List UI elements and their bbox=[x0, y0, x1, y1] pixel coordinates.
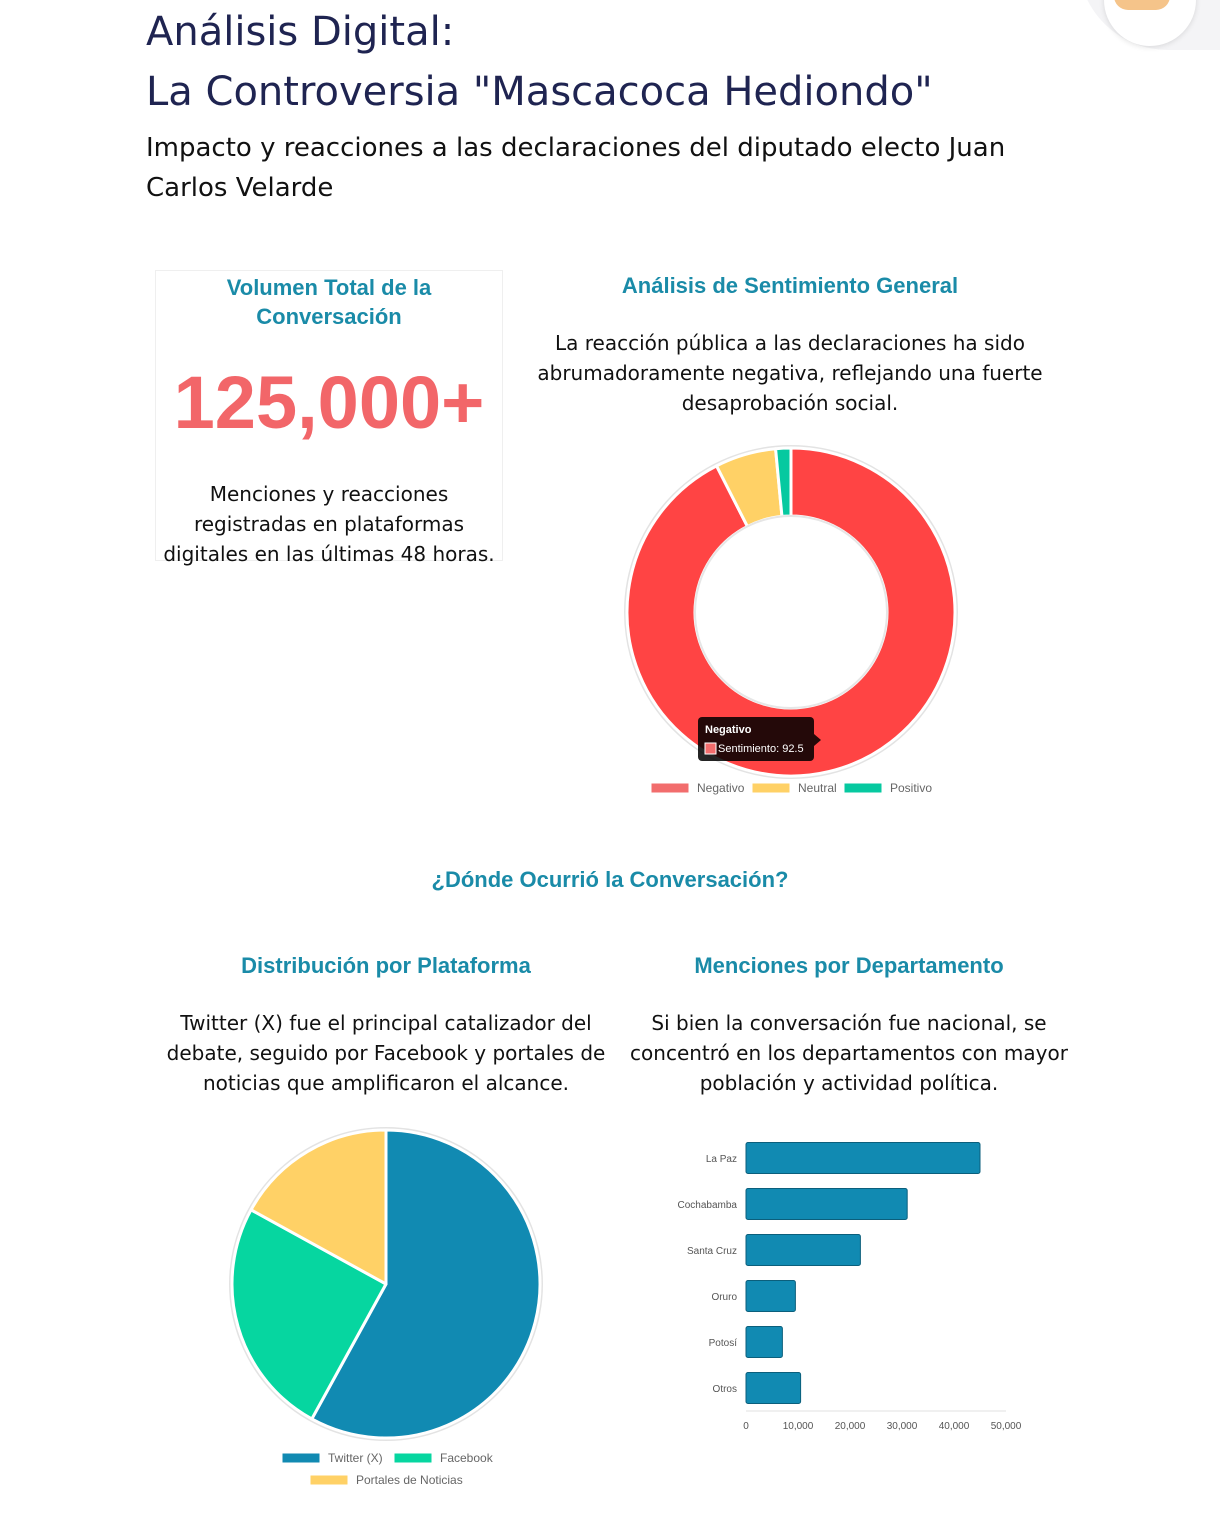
volume-number: 125,000+ bbox=[173, 361, 485, 444]
department-x-tick-2: 20,000 bbox=[835, 1421, 866, 1432]
sentiment-legend-label-neutral[interactable]: Neutral bbox=[798, 781, 837, 795]
sentiment-tooltip-swatch bbox=[704, 742, 717, 755]
department-y-tick-santa-cruz: Santa Cruz bbox=[687, 1246, 737, 1257]
department-bar-oruro[interactable] bbox=[745, 1280, 796, 1312]
sentiment-legend-swatch-positivo[interactable] bbox=[843, 782, 883, 794]
sentiment-description: La reacción pública a las declaraciones … bbox=[537, 331, 1043, 415]
platform-title: Distribución por Plataforma bbox=[241, 953, 531, 978]
volume-card-title: Volumen Total de la Conversación bbox=[226, 275, 432, 329]
department-bar-chart[interactable]: La Paz Cochabamba Santa Cruz Oruro Potosí Otr… bbox=[640, 1125, 1040, 1445]
platform-legend-swatch-portales-de-noticias[interactable] bbox=[309, 1474, 349, 1486]
platform-chart-outline bbox=[229, 1127, 543, 1441]
sentiment-tooltip: Negativo Sentimiento: 92.5 bbox=[698, 717, 821, 761]
sentiment-tooltip-title: Negativo bbox=[705, 724, 752, 736]
sentiment-tooltip-label: Sentimiento: 92.5 bbox=[718, 743, 804, 755]
sentiment-legend-label-negativo[interactable]: Negativo bbox=[697, 781, 745, 795]
sentiment-chart-inner-outline bbox=[694, 515, 888, 709]
department-x-tick-5: 50,000 bbox=[991, 1421, 1022, 1432]
platform-legend-swatch-facebook[interactable] bbox=[393, 1452, 433, 1464]
department-y-tick-oruro: Oruro bbox=[711, 1292, 737, 1303]
sentiment-chart-outline bbox=[624, 445, 958, 779]
platform-slice-portales-de-noticias[interactable] bbox=[249, 1128, 388, 1286]
platform-description: Twitter (X) fue el principal catalizador… bbox=[166, 1011, 606, 1095]
sentiment-legend-swatch-negativo[interactable] bbox=[650, 782, 690, 794]
platform-legend-label-portales-de-noticias[interactable]: Portales de Noticias bbox=[356, 1473, 463, 1487]
platform-pie-chart[interactable]: Twitter (X) Facebook Portales de Noticias bbox=[190, 1115, 590, 1500]
page-title: Análisis Digital: La Controversia "Masca… bbox=[146, 2, 1106, 122]
department-title: Menciones por Departamento bbox=[694, 953, 1004, 978]
platform-legend-label-facebook[interactable]: Facebook bbox=[440, 1451, 494, 1465]
department-y-tick-otros: Otros bbox=[713, 1384, 737, 1395]
where-section-title: ¿Dónde Ocurrió la Conversación? bbox=[431, 867, 789, 892]
platform-slice-facebook[interactable] bbox=[230, 1208, 388, 1421]
department-bar-potosi[interactable] bbox=[745, 1326, 783, 1358]
volume-card: Volumen Total de la Conversación 125,000… bbox=[155, 270, 503, 566]
platform-legend-label-twitter-x[interactable]: Twitter (X) bbox=[328, 1451, 383, 1465]
platform-legend-swatch-twitter-x[interactable] bbox=[281, 1452, 321, 1464]
page-subtitle: Impacto y reacciones a las declaraciones… bbox=[146, 133, 1006, 203]
volume-description: Menciones y reacciones registradas en pl… bbox=[163, 482, 495, 566]
department-bar-cochabamba[interactable] bbox=[745, 1188, 908, 1220]
page-title-line1: Análisis Digital: bbox=[146, 9, 455, 55]
department-bar-otros[interactable] bbox=[745, 1372, 802, 1404]
department-description: Si bien la conversación fue nacional, se… bbox=[630, 1011, 1068, 1095]
sentiment-tooltip-background bbox=[698, 717, 814, 761]
department-x-tick-0: 0 bbox=[743, 1421, 749, 1432]
platform-slice-twitter-x[interactable] bbox=[310, 1128, 542, 1440]
sentiment-doughnut-chart[interactable]: Negativo Sentimiento: 92.5 Negativo Neutral… bbox=[590, 430, 990, 810]
department-x-tick-4: 40,000 bbox=[939, 1421, 970, 1432]
sentiment-legend-swatch-neutral[interactable] bbox=[751, 782, 791, 794]
department-bar-la-paz[interactable] bbox=[745, 1142, 981, 1174]
department-x-tick-1: 10,000 bbox=[783, 1421, 814, 1432]
department-y-tick-potosi: Potosí bbox=[709, 1338, 738, 1349]
sentiment-tooltip-caret bbox=[814, 734, 821, 746]
page-title-line2: La Controversia "Mascacoca Hediondo" bbox=[146, 69, 933, 115]
department-y-tick-la-paz: La Paz bbox=[706, 1154, 737, 1165]
avatar-accent bbox=[1114, 0, 1170, 10]
department-x-tick-3: 30,000 bbox=[887, 1421, 918, 1432]
department-bar-santa-cruz[interactable] bbox=[745, 1234, 861, 1266]
sentiment-legend-label-positivo[interactable]: Positivo bbox=[890, 781, 932, 795]
sentiment-title: Análisis de Sentimiento General bbox=[621, 273, 959, 298]
department-y-tick-cochabamba: Cochabamba bbox=[678, 1200, 738, 1211]
